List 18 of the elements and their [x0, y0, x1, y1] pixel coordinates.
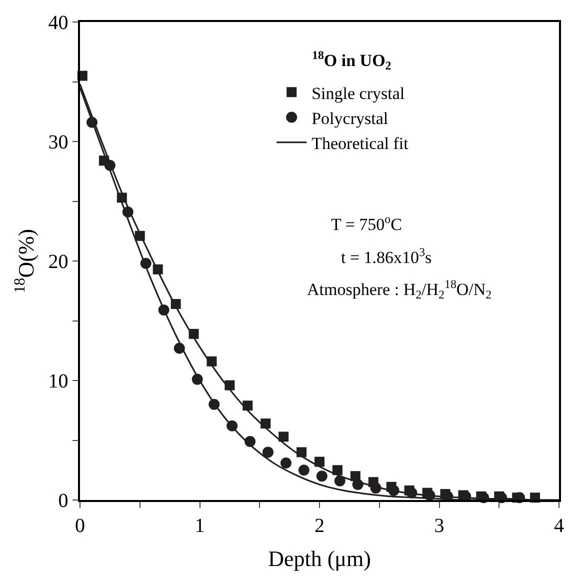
x-tick-label: 0 [75, 514, 85, 537]
annotation: T = 750$^{o}$C [331, 212, 402, 234]
legend-label: Polycrystal [312, 108, 388, 128]
x-tick-label: 1 [194, 514, 205, 537]
y-tick-label: 20 [48, 251, 68, 273]
x-tick-label: 4 [554, 514, 564, 537]
y-tick-label: 0 [58, 490, 68, 512]
legend-label: Single crystal [312, 84, 405, 103]
x-axis-title: Depth (μm) [268, 546, 371, 572]
x-tick-label: 2 [314, 514, 324, 537]
text: $^{18}$O in UO$_{2}$ [312, 48, 392, 73]
y-tick-label: 30 [48, 132, 68, 154]
y-tick-label: 10 [48, 370, 68, 392]
annotation: Atmosphere : H$_{2}$/H$_{2}$$^{18}$O/N$_{2}$ [307, 277, 492, 302]
x-tick-label: 3 [434, 514, 444, 537]
legend-label: Theoretical fit [312, 134, 409, 153]
annotation: t = 1.86x10$^{3}$s [341, 245, 432, 268]
y-tick-label: 40 [48, 12, 68, 34]
